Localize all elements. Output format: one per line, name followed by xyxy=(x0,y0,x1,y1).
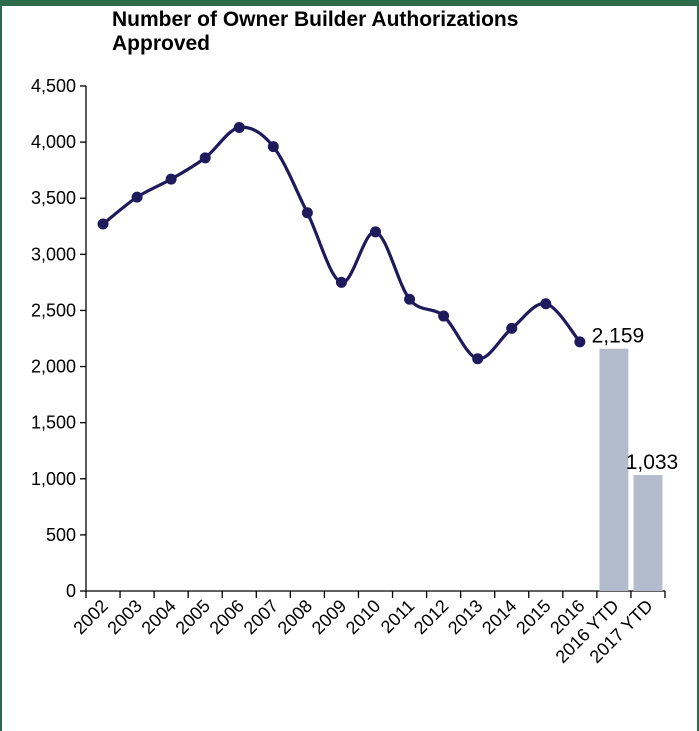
data-point xyxy=(540,298,552,310)
data-point xyxy=(438,310,450,322)
data-point xyxy=(199,152,211,164)
x-tick-label: 2012 xyxy=(410,596,452,638)
bar-data-label: 2,159 xyxy=(592,325,645,348)
data-point xyxy=(335,276,347,288)
x-tick-label: 2005 xyxy=(172,596,214,638)
x-tick-label: 2009 xyxy=(308,596,350,638)
bar xyxy=(633,475,663,591)
y-axis: 0 500 1,000 1,500 2,000 2,500 3,000 3,500 4,000 4… xyxy=(31,76,87,601)
y-tick-label: 2,000 xyxy=(31,357,76,377)
bar-data-label: 1,033 xyxy=(626,451,679,474)
y-tick-label: 3,500 xyxy=(31,188,76,208)
data-point xyxy=(301,207,313,219)
x-tick-label: 2007 xyxy=(240,596,282,638)
bar-series: 2,159 1,033 xyxy=(592,325,679,591)
x-tick-label: 2008 xyxy=(274,596,316,638)
y-tick-label: 0 xyxy=(66,581,76,601)
bar xyxy=(599,348,629,591)
y-tick-label: 1,000 xyxy=(31,469,76,489)
x-tick-label: 2006 xyxy=(206,596,248,638)
data-point xyxy=(233,122,245,134)
x-axis: 2002200320042005200620072008200920102011… xyxy=(69,590,666,667)
x-tick-label: 2004 xyxy=(138,596,180,638)
chart-title: Number of Owner Builder Authorizations A… xyxy=(112,8,519,55)
x-tick-label: 2002 xyxy=(69,596,111,638)
x-tick-label: 2013 xyxy=(444,596,486,638)
y-tick-label: 2,500 xyxy=(31,300,76,320)
data-point xyxy=(404,293,416,305)
y-tick-label: 4,500 xyxy=(31,76,76,96)
data-point xyxy=(267,141,279,153)
data-point xyxy=(131,191,143,203)
data-point xyxy=(165,173,177,185)
y-tick-label: 4,000 xyxy=(31,132,76,152)
data-point xyxy=(574,336,586,348)
data-point xyxy=(472,353,484,365)
line-series xyxy=(97,122,586,365)
x-tick-label: 2003 xyxy=(103,596,145,638)
x-tick-label: 2011 xyxy=(377,596,419,638)
data-point xyxy=(370,226,381,238)
x-tick-label: 2010 xyxy=(342,596,384,638)
x-tick-label: 2015 xyxy=(512,596,554,638)
y-tick-label: 3,000 xyxy=(31,244,76,264)
data-point xyxy=(506,322,518,334)
x-tick-label: 2014 xyxy=(478,596,520,638)
y-tick-label: 1,500 xyxy=(31,413,76,433)
data-point xyxy=(97,218,109,230)
y-tick-label: 500 xyxy=(46,525,76,545)
